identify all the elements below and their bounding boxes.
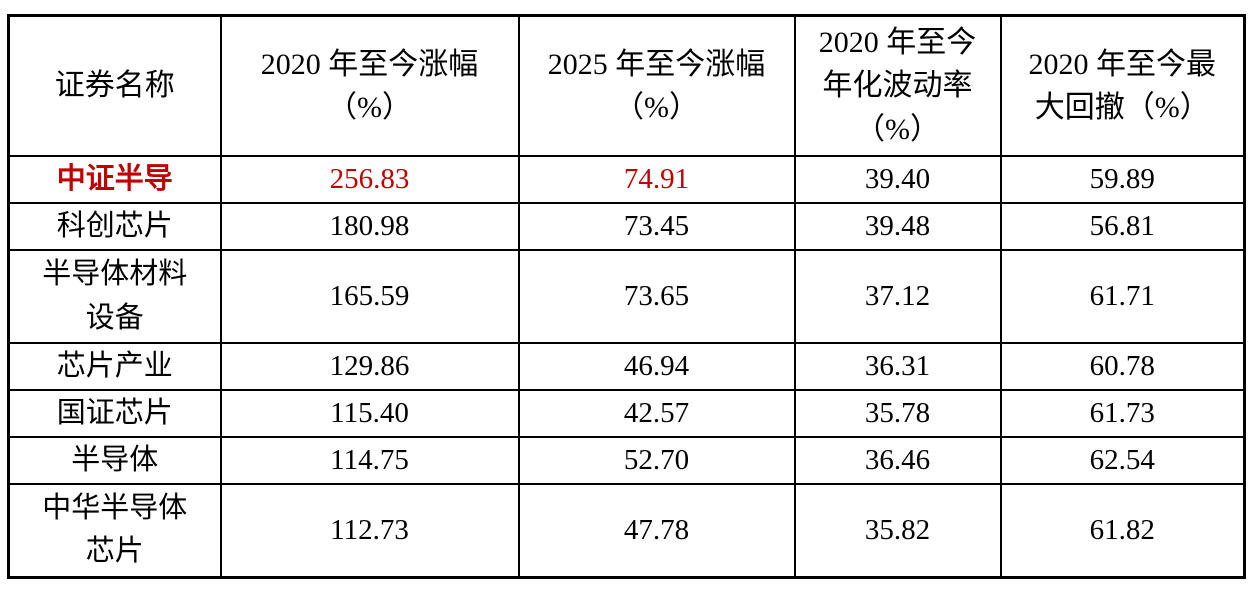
value-cell: 256.83 — [219, 155, 520, 204]
column-header-max-drawdown: 2020 年至今最 大回撤（%） — [999, 14, 1246, 157]
value-cell: 115.40 — [219, 389, 520, 438]
table-row: 半导体 114.75 52.70 36.46 62.54 — [7, 436, 1246, 485]
column-header-annualized-volatility: 2020 年至今 年化波动率 （%） — [793, 14, 1002, 157]
value-cell: 73.65 — [517, 249, 796, 344]
table-row: 中证半导 256.83 74.91 39.40 59.89 — [7, 155, 1246, 204]
value-cell: 112.73 — [219, 483, 520, 578]
value-cell: 180.98 — [219, 202, 520, 251]
table-row: 科创芯片 180.98 73.45 39.48 56.81 — [7, 202, 1246, 251]
security-name-cell: 芯片产业 — [7, 342, 222, 391]
value-cell: 39.48 — [793, 202, 1002, 251]
value-cell: 52.70 — [517, 436, 796, 485]
value-cell: 35.78 — [793, 389, 1002, 438]
table-row: 半导体材料 设备 165.59 73.65 37.12 61.71 — [7, 249, 1246, 344]
column-header-2020-gain: 2020 年至今涨幅 （%） — [219, 14, 520, 157]
security-name-cell: 科创芯片 — [7, 202, 222, 251]
value-cell: 56.81 — [999, 202, 1246, 251]
column-header-2025-gain: 2025 年至今涨幅 （%） — [517, 14, 796, 157]
value-cell: 36.31 — [793, 342, 1002, 391]
security-name-cell: 半导体材料 设备 — [7, 249, 222, 344]
column-header-security-name: 证券名称 — [7, 14, 222, 157]
value-cell: 165.59 — [219, 249, 520, 344]
table-row: 国证芯片 115.40 42.57 35.78 61.73 — [7, 389, 1246, 438]
security-name-cell: 中证半导 — [7, 155, 222, 204]
value-cell: 129.86 — [219, 342, 520, 391]
value-cell: 42.57 — [517, 389, 796, 438]
security-name-cell: 国证芯片 — [7, 389, 222, 438]
table-row: 中华半导体 芯片 112.73 47.78 35.82 61.82 — [7, 483, 1246, 578]
value-cell: 47.78 — [517, 483, 796, 578]
value-cell: 59.89 — [999, 155, 1246, 204]
value-cell: 61.73 — [999, 389, 1246, 438]
value-cell: 46.94 — [517, 342, 796, 391]
value-cell: 61.71 — [999, 249, 1246, 344]
security-name-cell: 半导体 — [7, 436, 222, 485]
value-cell: 60.78 — [999, 342, 1246, 391]
value-cell: 61.82 — [999, 483, 1246, 578]
index-performance-table: 证券名称 2020 年至今涨幅 （%） 2025 年至今涨幅 （%） 2020 … — [7, 14, 1246, 579]
value-cell: 35.82 — [793, 483, 1002, 578]
value-cell: 36.46 — [793, 436, 1002, 485]
value-cell: 62.54 — [999, 436, 1246, 485]
value-cell: 37.12 — [793, 249, 1002, 344]
value-cell: 114.75 — [219, 436, 520, 485]
value-cell: 74.91 — [517, 155, 796, 204]
value-cell: 73.45 — [517, 202, 796, 251]
header-row: 证券名称 2020 年至今涨幅 （%） 2025 年至今涨幅 （%） 2020 … — [7, 14, 1246, 157]
table-row: 芯片产业 129.86 46.94 36.31 60.78 — [7, 342, 1246, 391]
security-name-cell: 中华半导体 芯片 — [7, 483, 222, 578]
value-cell: 39.40 — [793, 155, 1002, 204]
